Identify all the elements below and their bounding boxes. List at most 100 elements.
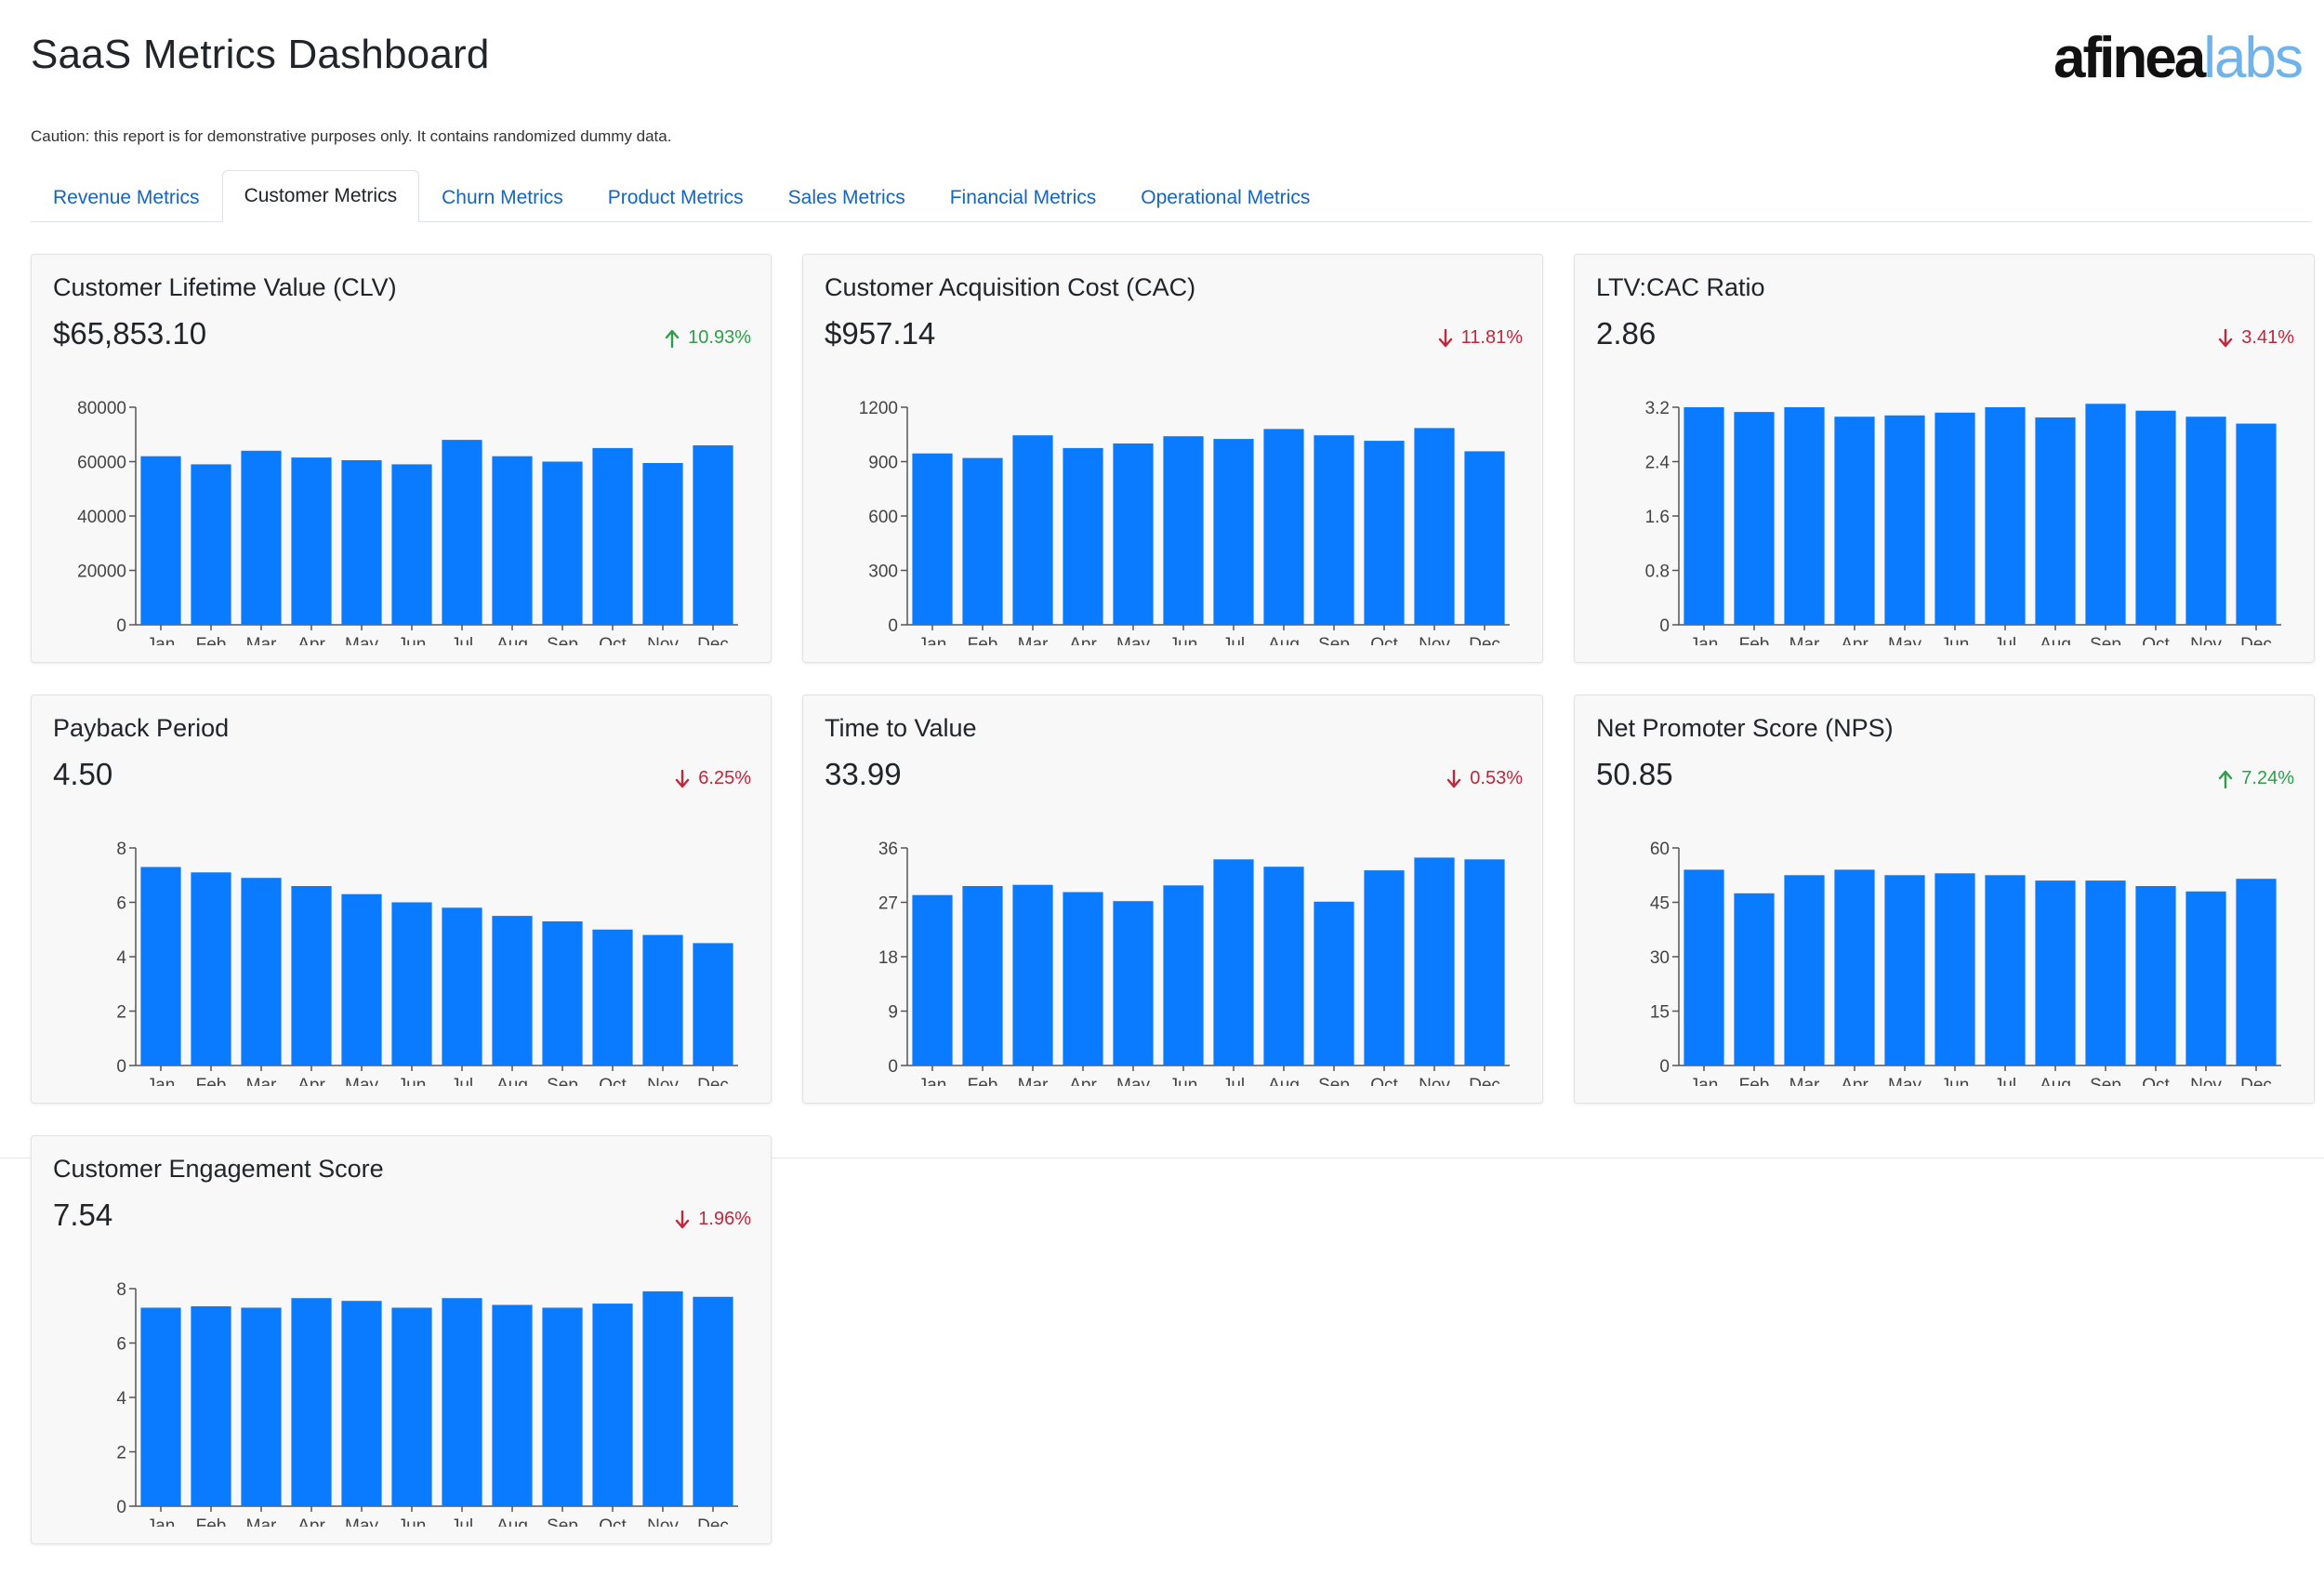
bar-oct[interactable]: [592, 929, 633, 1066]
bar-jun[interactable]: [1934, 412, 1975, 625]
bar-oct[interactable]: [592, 447, 633, 625]
bar-sep[interactable]: [542, 921, 583, 1065]
bar-feb[interactable]: [191, 464, 231, 625]
bar-jan[interactable]: [912, 453, 953, 625]
tab-churn-metrics[interactable]: Churn Metrics: [442, 187, 563, 208]
bar-jul[interactable]: [442, 1298, 482, 1506]
bar-aug[interactable]: [1263, 429, 1304, 625]
metric-card-customer-acquisition-cost-cac: Customer Acquisition Cost (CAC) $957.14 11…: [802, 254, 1543, 663]
bar-may[interactable]: [1884, 415, 1925, 625]
x-tick-label: Apr: [297, 635, 325, 645]
bar-mar[interactable]: [1784, 875, 1825, 1066]
bar-dec[interactable]: [693, 445, 733, 625]
bar-mar[interactable]: [1784, 407, 1825, 625]
bar-jan[interactable]: [140, 456, 181, 625]
bar-sep[interactable]: [2085, 880, 2126, 1065]
bar-aug[interactable]: [492, 456, 533, 625]
bar-dec[interactable]: [1464, 451, 1505, 625]
tab-financial-metrics[interactable]: Financial Metrics: [949, 187, 1097, 208]
y-tick-label: 300: [868, 562, 898, 582]
bar-jul[interactable]: [442, 907, 482, 1065]
bar-apr[interactable]: [291, 1298, 332, 1506]
bar-aug[interactable]: [2035, 880, 2076, 1065]
bar-jul[interactable]: [442, 440, 482, 625]
bar-oct[interactable]: [1364, 441, 1405, 625]
bar-jun[interactable]: [391, 902, 432, 1066]
x-tick-label: Jul: [451, 1516, 473, 1527]
bar-sep[interactable]: [542, 461, 583, 626]
bar-may[interactable]: [341, 893, 382, 1065]
bar-oct[interactable]: [2135, 410, 2176, 625]
bar-nov[interactable]: [2185, 891, 2226, 1065]
bar-apr[interactable]: [1834, 417, 1875, 625]
bar-apr[interactable]: [291, 886, 332, 1065]
bar-jul[interactable]: [1985, 407, 2026, 625]
bar-mar[interactable]: [1012, 884, 1053, 1065]
bar-mar[interactable]: [241, 1307, 282, 1507]
bar-jan[interactable]: [140, 867, 181, 1066]
tab-revenue-metrics[interactable]: Revenue Metrics: [53, 187, 200, 208]
bar-may[interactable]: [1113, 901, 1154, 1065]
x-tick-label: Aug: [496, 1076, 528, 1086]
bar-jun[interactable]: [391, 464, 432, 625]
bar-jan[interactable]: [1684, 869, 1724, 1065]
bar-may[interactable]: [341, 1301, 382, 1506]
bar-aug[interactable]: [1263, 867, 1304, 1065]
bar-may[interactable]: [341, 460, 382, 625]
bar-nov[interactable]: [1414, 857, 1455, 1065]
bar-feb[interactable]: [1734, 412, 1775, 625]
bar-nov[interactable]: [1414, 428, 1455, 625]
bar-jun[interactable]: [1163, 885, 1204, 1065]
bar-apr[interactable]: [291, 457, 332, 625]
bar-mar[interactable]: [241, 450, 282, 625]
bar-sep[interactable]: [1314, 901, 1354, 1065]
bar-nov[interactable]: [642, 463, 683, 625]
bar-jul[interactable]: [1213, 859, 1254, 1065]
bar-jan[interactable]: [1684, 407, 1724, 625]
tab-operational-metrics[interactable]: Operational Metrics: [1141, 187, 1311, 208]
bar-may[interactable]: [1113, 443, 1154, 625]
bar-jun[interactable]: [391, 1307, 432, 1507]
bar-apr[interactable]: [1063, 447, 1103, 625]
bar-dec[interactable]: [2236, 879, 2277, 1065]
bar-jul[interactable]: [1213, 439, 1254, 625]
bar-oct[interactable]: [1364, 870, 1405, 1065]
tab-customer-metrics[interactable]: Customer Metrics: [221, 170, 420, 222]
bar-nov[interactable]: [642, 1290, 683, 1506]
bar-aug[interactable]: [492, 916, 533, 1065]
bar-aug[interactable]: [492, 1304, 533, 1507]
bar-dec[interactable]: [1464, 859, 1505, 1065]
tab-sales-metrics[interactable]: Sales Metrics: [787, 187, 905, 208]
bar-oct[interactable]: [592, 1304, 633, 1506]
bar-feb[interactable]: [962, 886, 1003, 1065]
tab-product-metrics[interactable]: Product Metrics: [607, 187, 744, 208]
bar-sep[interactable]: [542, 1307, 583, 1507]
bar-jun[interactable]: [1934, 873, 1975, 1065]
y-tick-label: 0.8: [1645, 562, 1670, 582]
x-tick-label: Jul: [1994, 635, 2016, 645]
bar-feb[interactable]: [962, 457, 1003, 625]
bar-feb[interactable]: [191, 1306, 231, 1506]
bar-apr[interactable]: [1834, 869, 1875, 1065]
bar-feb[interactable]: [191, 872, 231, 1065]
bar-jun[interactable]: [1163, 436, 1204, 625]
bar-nov[interactable]: [642, 934, 683, 1065]
bar-sep[interactable]: [1314, 435, 1354, 625]
bar-dec[interactable]: [693, 943, 733, 1065]
bar-jan[interactable]: [912, 894, 953, 1065]
bar-dec[interactable]: [693, 1296, 733, 1506]
card-title: Customer Acquisition Cost (CAC): [825, 273, 1196, 301]
bar-oct[interactable]: [2135, 886, 2176, 1065]
bar-sep[interactable]: [2085, 404, 2126, 625]
bar-jan[interactable]: [140, 1307, 181, 1507]
bar-apr[interactable]: [1063, 892, 1103, 1066]
x-tick-label: Jan: [918, 1076, 947, 1086]
bar-mar[interactable]: [1012, 435, 1053, 625]
bar-feb[interactable]: [1734, 893, 1775, 1066]
bar-jul[interactable]: [1985, 875, 2026, 1066]
bar-may[interactable]: [1884, 875, 1925, 1066]
bar-mar[interactable]: [241, 878, 282, 1065]
bar-dec[interactable]: [2236, 423, 2277, 625]
bar-nov[interactable]: [2185, 417, 2226, 625]
bar-aug[interactable]: [2035, 417, 2076, 625]
